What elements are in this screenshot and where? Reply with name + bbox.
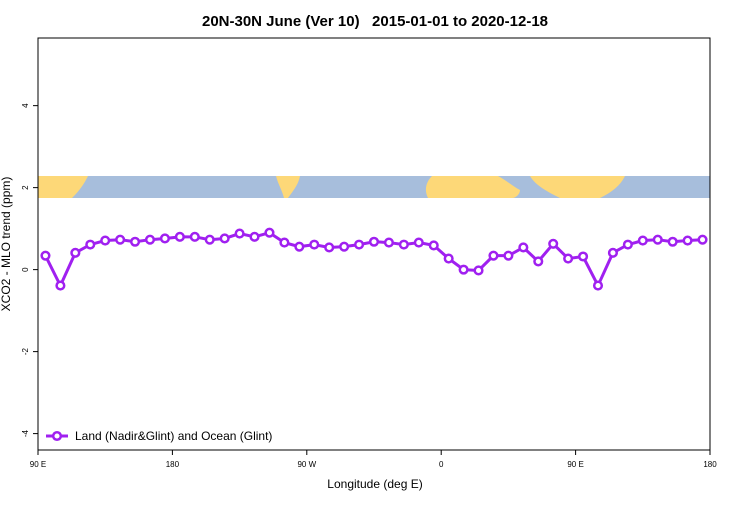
point xyxy=(488,250,499,261)
x-axis-label: Longitude (deg E) xyxy=(327,477,422,491)
legend-label: Land (Nadir&Glint) and Ocean (Glint) xyxy=(75,429,272,443)
point xyxy=(279,237,290,248)
point xyxy=(503,250,514,261)
point xyxy=(174,231,185,242)
point xyxy=(219,233,230,244)
point xyxy=(592,280,604,291)
point xyxy=(130,236,141,247)
point xyxy=(144,234,156,245)
legend-marker xyxy=(51,430,63,442)
point xyxy=(264,227,275,238)
chart-title: 20N-30N June (Ver 10) 2015-01-01 to 2020… xyxy=(202,13,548,30)
point xyxy=(458,264,469,275)
point xyxy=(309,239,320,250)
point xyxy=(368,236,380,247)
point xyxy=(622,239,633,250)
point xyxy=(115,234,126,245)
point xyxy=(652,234,663,245)
point xyxy=(637,235,648,246)
point xyxy=(518,242,529,253)
y-tick-label: -2 xyxy=(21,348,30,356)
y-axis-label: XCO2 - MLO trend (ppm) xyxy=(0,177,13,312)
y-tick-label: 2 xyxy=(21,185,30,190)
point xyxy=(548,238,559,249)
point xyxy=(533,256,544,267)
point xyxy=(294,241,305,252)
point xyxy=(189,231,200,242)
y-tick-label: 4 xyxy=(21,103,30,108)
y-tick-label: -4 xyxy=(21,430,30,438)
point xyxy=(249,231,260,242)
point xyxy=(159,233,170,244)
point xyxy=(428,240,439,251)
point xyxy=(204,234,215,245)
point xyxy=(443,253,454,264)
point xyxy=(607,247,618,258)
point xyxy=(413,237,424,248)
point xyxy=(697,234,708,245)
y-tick-label: 0 xyxy=(21,267,30,272)
point xyxy=(578,251,589,262)
point xyxy=(473,265,484,276)
point xyxy=(667,236,678,247)
map-strip xyxy=(38,176,710,198)
x-tick-label: 180 xyxy=(703,460,717,469)
point xyxy=(234,228,245,239)
point xyxy=(383,237,394,248)
point xyxy=(40,250,51,261)
x-tick-label: 180 xyxy=(166,460,180,469)
point xyxy=(339,241,350,252)
x-tick-label: 90 E xyxy=(30,460,46,469)
x-tick-label: 90 W xyxy=(297,460,316,469)
point xyxy=(682,235,693,246)
x-tick-label: 90 E xyxy=(567,460,583,469)
plot-frame xyxy=(37,37,711,451)
point xyxy=(55,280,66,291)
point xyxy=(563,253,574,264)
point xyxy=(398,239,409,250)
point xyxy=(70,247,81,258)
point xyxy=(100,235,111,246)
point xyxy=(324,242,335,253)
x-tick-label: 0 xyxy=(439,460,444,469)
point xyxy=(354,239,365,250)
point xyxy=(85,239,96,250)
